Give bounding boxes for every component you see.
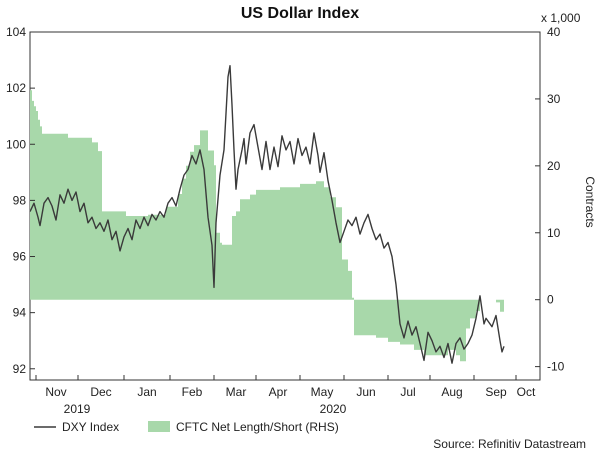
right-axis-multiplier: x 1,000 bbox=[541, 11, 581, 25]
legend-dxy-label: DXY Index bbox=[62, 420, 119, 434]
cftc-net-position-area bbox=[30, 90, 504, 362]
right-tick-label-0: 0 bbox=[547, 293, 554, 307]
month-label-apr: Apr bbox=[269, 385, 288, 399]
month-label-dec: Dec bbox=[90, 385, 111, 399]
left-tick-label-98: 98 bbox=[13, 193, 27, 207]
dxy-index-line bbox=[29, 64, 505, 364]
source-note: Source: Refinitiv Datastream bbox=[433, 437, 586, 451]
year-label-2020: 2020 bbox=[320, 402, 347, 416]
month-label-sep: Sep bbox=[485, 385, 507, 399]
legend-cftc-swatch bbox=[148, 421, 170, 432]
right-axis-label: Contracts bbox=[583, 176, 597, 227]
left-tick-label-94: 94 bbox=[13, 306, 27, 320]
right-tick-label-20: 20 bbox=[547, 159, 561, 173]
left-tick-label-100: 100 bbox=[6, 137, 26, 151]
month-label-jan: Jan bbox=[137, 385, 156, 399]
chart-title: US Dollar Index bbox=[241, 5, 359, 22]
left-tick-label-102: 102 bbox=[6, 81, 26, 95]
left-tick-label-96: 96 bbox=[13, 250, 27, 264]
month-label-jun: Jun bbox=[356, 385, 375, 399]
month-label-feb: Feb bbox=[182, 385, 203, 399]
right-tick-label--10: -10 bbox=[547, 360, 565, 374]
month-label-aug: Aug bbox=[441, 385, 462, 399]
right-tick-label-30: 30 bbox=[547, 92, 561, 106]
right-tick-label-40: 40 bbox=[547, 25, 561, 39]
left-tick-label-92: 92 bbox=[13, 362, 27, 376]
year-label-2019: 2019 bbox=[64, 402, 91, 416]
month-label-nov: Nov bbox=[45, 385, 66, 399]
month-label-oct: Oct bbox=[517, 385, 536, 399]
plot-area: 92 94 96 98 100 102 104 -10 0 10 20 30 40 Nov Dec Jan… bbox=[6, 25, 565, 399]
left-tick-label-104: 104 bbox=[6, 25, 26, 39]
month-label-jul: Jul bbox=[400, 385, 415, 399]
month-label-may: May bbox=[311, 385, 334, 399]
right-tick-label-10: 10 bbox=[547, 226, 561, 240]
legend: DXY Index CFTC Net Length/Short (RHS) bbox=[34, 420, 339, 434]
legend-cftc-label: CFTC Net Length/Short (RHS) bbox=[176, 420, 339, 434]
month-label-mar: Mar bbox=[226, 385, 247, 399]
